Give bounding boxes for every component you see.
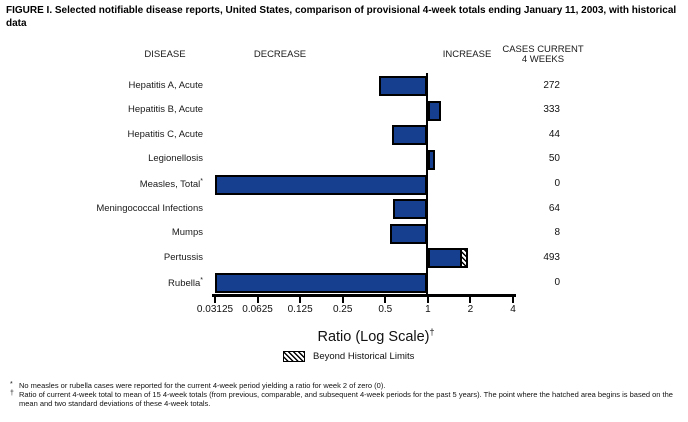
footnote-marker: * <box>10 381 13 388</box>
legend: Beyond Historical Limits <box>283 351 414 362</box>
x-axis-tick <box>426 297 429 303</box>
cases-value: 0 <box>554 178 560 189</box>
x-axis-line <box>212 294 516 297</box>
footnote-text: Ratio of current 4-week total to mean of… <box>19 390 673 408</box>
x-axis-tick-label: 1 <box>425 304 431 315</box>
column-header-increase: INCREASE <box>442 49 492 60</box>
ratio-bar <box>392 125 427 146</box>
disease-label: Pertussis <box>163 251 203 263</box>
ratio-bar <box>428 100 442 121</box>
column-header-cases: CASES CURRENT 4 WEEKS <box>502 45 583 65</box>
disease-label: Measles, Total* <box>139 178 203 191</box>
baseline-ratio-1 <box>426 73 428 294</box>
cases-value: 44 <box>548 128 560 140</box>
disease-label: Meningococcal Infections <box>96 202 203 214</box>
ratio-bar <box>215 273 427 293</box>
ratio-bar <box>393 199 427 220</box>
ratio-bar <box>378 76 427 96</box>
cases-value: 8 <box>554 227 560 239</box>
footnote-marker: † <box>10 390 14 397</box>
legend-label: Beyond Historical Limits <box>313 351 415 362</box>
disease-label: Hepatitis A, Acute <box>128 79 203 91</box>
column-header-cases-line2: 4 WEEKS <box>521 54 565 65</box>
x-axis-title: Ratio (Log Scale)† <box>317 327 434 345</box>
cases-value: 493 <box>543 251 560 263</box>
ratio-bar <box>428 149 435 170</box>
ratio-bar <box>215 174 427 195</box>
x-axis-tick <box>256 297 259 303</box>
disease-label: Mumps <box>171 227 203 239</box>
x-axis-tick-label: 0.5 <box>378 304 393 315</box>
disease-label: Hepatitis B, Acute <box>128 104 203 116</box>
cases-value: 64 <box>548 202 560 214</box>
figure-title: FIGURE I. Selected notifiable disease re… <box>6 5 677 29</box>
ratio-bar <box>428 248 463 269</box>
x-axis-tick <box>299 297 302 303</box>
x-axis-tick-label: 4 <box>510 304 516 315</box>
x-axis-tick <box>384 297 387 303</box>
cases-value: 0 <box>554 276 560 288</box>
column-header-disease: DISEASE <box>144 49 186 60</box>
x-axis-title-dagger: † <box>429 327 435 337</box>
disease-label: Legionellosis <box>148 153 203 165</box>
footnote-ref: * <box>200 276 203 284</box>
footnotes: * No measles or rubella cases were repor… <box>10 381 682 408</box>
x-axis-tick <box>511 297 514 303</box>
footnote-dagger: † Ratio of current 4-week total to mean … <box>10 390 682 408</box>
x-axis-tick-label: 0.25 <box>332 304 353 315</box>
x-axis-tick-label: 0.125 <box>287 304 313 315</box>
hatched-swatch-icon <box>283 351 305 362</box>
footnote-asterisk: * No measles or rubella cases were repor… <box>10 381 682 390</box>
beyond-limit-hatch <box>462 248 469 269</box>
x-axis-tick-label: 2 <box>467 304 474 315</box>
cases-value: 333 <box>543 104 560 116</box>
x-axis-tick <box>214 297 216 303</box>
footnote-ref: * <box>200 178 203 185</box>
footnote-text: No measles or rubella cases were reporte… <box>19 381 386 390</box>
x-axis-title-text: Ratio (Log Scale) <box>317 328 430 345</box>
cases-value: 50 <box>548 153 560 165</box>
x-axis-tick-label: 0.03125 <box>196 304 234 315</box>
x-axis-tick <box>341 297 344 303</box>
x-axis-tick-label: 0.0625 <box>242 304 273 315</box>
ratio-bar <box>390 223 427 244</box>
cases-value: 272 <box>543 79 560 91</box>
x-axis-tick <box>469 297 472 303</box>
disease-label: Hepatitis C, Acute <box>127 128 203 140</box>
column-header-cases-line1: CASES CURRENT <box>502 44 584 55</box>
disease-label: Rubella* <box>168 276 203 289</box>
column-header-decrease: DECREASE <box>253 49 307 60</box>
